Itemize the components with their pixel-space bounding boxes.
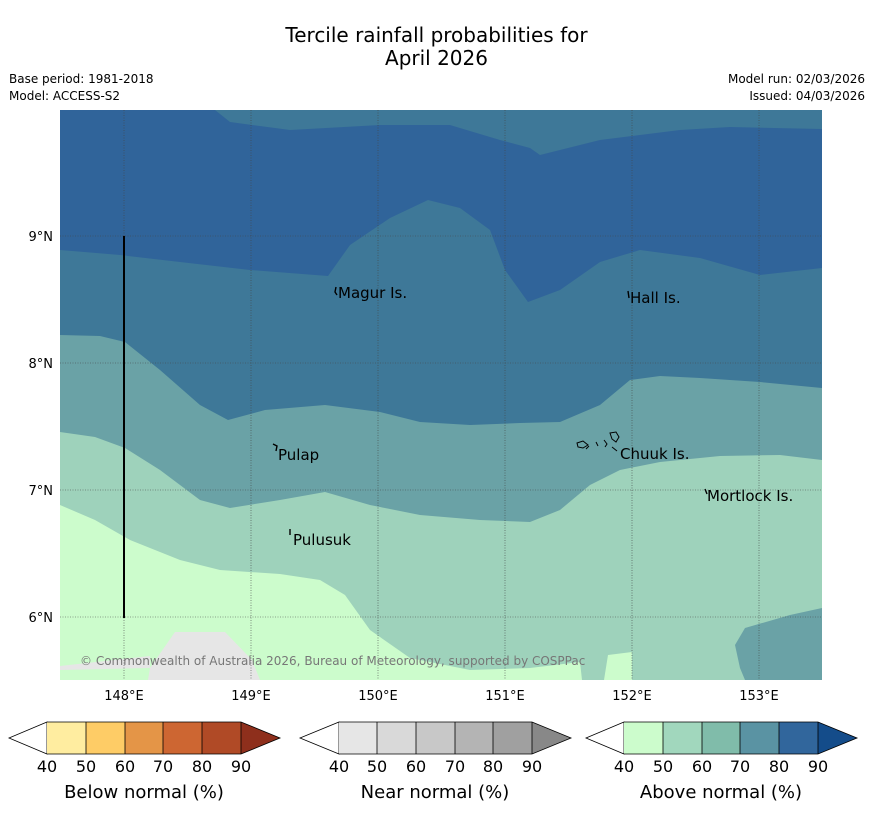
colorbar-tick: 40 [37,757,57,776]
rainfall-map: Magur Is. Hall Is. Pulap Chuuk Is. Mortl… [60,110,822,680]
near-normal-streak [60,656,150,670]
colorbar-above-arrow-low [584,721,625,755]
lon-label: 151°E [485,689,525,704]
colorbar-tick: 90 [808,757,828,776]
colorbar-tick: 80 [192,757,212,776]
near-normal-patch [148,632,260,680]
colorbar-above-seg [702,722,740,754]
colorbar-tick: 50 [76,757,96,776]
colorbar-near-arrow-high [532,722,571,754]
island-outlines [272,286,708,535]
colorbar-below-seg [163,722,202,754]
colorbar-tick: 70 [730,757,750,776]
colorbar-near-seg [493,722,532,754]
lat-label: 9°N [29,230,54,245]
colorbar-below-arrow-low [7,721,48,755]
colorbar-near-seg [339,722,377,754]
colorbar-tick: 60 [115,757,135,776]
colorbar-near-label: Near normal (%) [361,782,510,803]
label-hall: Hall Is. [630,289,681,307]
colorbar-tick: 40 [614,757,634,776]
colorbar-below-seg [125,722,163,754]
colorbar-below: 40 50 60 70 80 90 Below normal (%) [7,721,282,803]
colorbar-near-seg [416,722,455,754]
lat-axis: 9°N 8°N 7°N 6°N [29,230,54,626]
colorbar-tick: 60 [406,757,426,776]
colorbar-tick: 90 [522,757,542,776]
lon-label: 150°E [358,689,398,704]
colorbar-tick: 50 [653,757,673,776]
colorbar-above: 40 50 60 70 80 90 Above normal (%) [584,721,859,803]
issued-date: Issued: 04/03/2026 [749,89,865,103]
colorbar-near-seg [455,722,493,754]
chuuk-lagoon-shape [576,431,620,452]
lat-label: 8°N [29,357,54,372]
base-period: Base period: 1981-2018 [9,72,154,86]
lon-label: 152°E [612,689,652,704]
map-title-line1: Tercile rainfall probabilities for [285,23,588,47]
magur-island-shape [334,286,338,296]
lon-label: 153°E [739,689,779,704]
colorbar-near-seg [377,722,416,754]
label-mortlock: Mortlock Is. [707,487,793,505]
colorbar-tick: 70 [445,757,465,776]
colorbar-tick: 80 [769,757,789,776]
lat-label: 6°N [29,611,54,626]
copyright-notice: © Commonwealth of Australia 2026, Bureau… [80,654,585,668]
label-pulap: Pulap [278,446,319,464]
mortlock-island-shape [704,488,708,495]
lon-label: 148°E [104,689,144,704]
colorbar-tick: 60 [692,757,712,776]
colorbar-tick: 40 [329,757,349,776]
label-magur: Magur Is. [338,284,407,302]
label-pulusuk: Pulusuk [293,531,351,549]
colorbar-near: 40 50 60 70 80 90 Near normal (%) [298,721,573,803]
colorbar-tick: 80 [483,757,503,776]
lon-axis: 148°E 149°E 150°E 151°E 152°E 153°E [104,689,779,704]
colorbar-above-seg [624,722,663,754]
colorbar-below-seg [47,722,86,754]
colorbar-below-seg [202,722,241,754]
lon-label: 149°E [231,689,271,704]
colorbar-below-arrow-high [241,722,280,754]
band-40-50-patch [604,652,632,680]
band-80-90 [60,110,822,302]
colorbar-below-label: Below normal (%) [64,782,224,803]
colorbar-tick: 70 [153,757,173,776]
colorbar-below-seg [86,722,125,754]
lat-label: 7°N [29,484,54,499]
pulap-island-shape [272,443,278,452]
colorbar-near-arrow-low [298,721,340,755]
colorbar-above-arrow-high [818,722,857,754]
colorbar-above-label: Above normal (%) [640,782,802,803]
model-run-date: Model run: 02/03/2026 [727,72,865,86]
map-title-line2: April 2026 [385,46,488,70]
colorbar-above-seg [740,722,779,754]
model-name: Model: ACCESS-S2 [9,89,121,103]
colorbar-above-seg [663,722,702,754]
label-chuuk: Chuuk Is. [620,445,689,463]
hall-island-shape [627,290,630,299]
colorbar-tick: 90 [231,757,251,776]
colorbar-tick: 50 [367,757,387,776]
colorbar-above-seg [779,722,818,754]
